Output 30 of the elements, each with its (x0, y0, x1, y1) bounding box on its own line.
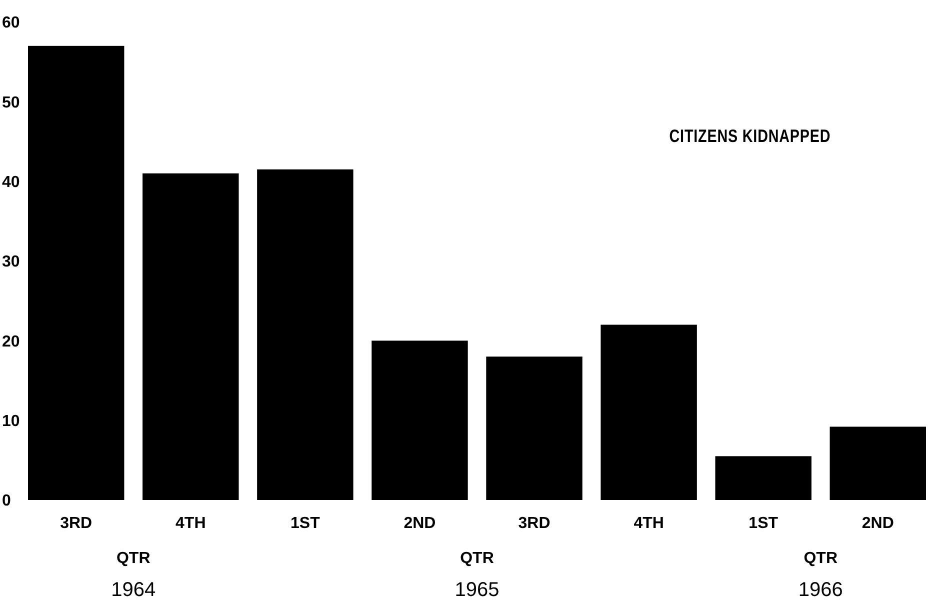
x-tick-label: 3RD (60, 515, 92, 532)
y-tick-label: 30 (2, 254, 20, 271)
y-tick-label: 10 (2, 412, 20, 430)
x-tick-label: 4TH (176, 515, 206, 532)
y-tick-label: 50 (2, 94, 20, 112)
bar (142, 173, 239, 500)
text: QTR (116, 550, 151, 567)
x-tick-label: 3RD (518, 515, 550, 532)
x-tick-label: 2ND (862, 515, 894, 532)
x-tick-label: 1ST (290, 515, 320, 532)
bar (830, 426, 926, 500)
text: QTR (460, 550, 494, 567)
bar (715, 456, 812, 500)
x-tick-label: 1ST (748, 515, 778, 532)
bar (28, 46, 124, 500)
x-tick-label: 2ND (404, 515, 436, 532)
bar (600, 324, 697, 500)
text: 1966 (798, 579, 843, 601)
bar (486, 356, 582, 500)
y-tick-label: 40 (2, 174, 20, 191)
text: CITIZENS KIDNAPPED (669, 126, 831, 146)
y-tick-label: 60 (2, 14, 20, 32)
bar (372, 340, 468, 500)
y-tick-label: 20 (2, 333, 20, 350)
bar (257, 169, 354, 500)
text: 1964 (111, 579, 156, 601)
text: QTR (804, 550, 838, 567)
text: 1965 (454, 579, 500, 601)
x-tick-label: 4TH (634, 515, 664, 532)
y-tick-label: 0 (2, 492, 11, 510)
